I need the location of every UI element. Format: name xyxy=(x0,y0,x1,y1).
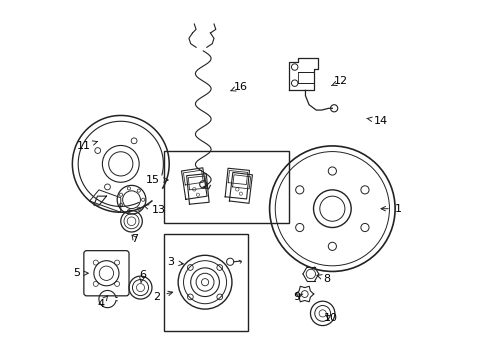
Text: 4: 4 xyxy=(97,296,107,309)
Text: 12: 12 xyxy=(331,76,347,86)
Text: 15: 15 xyxy=(146,175,168,185)
Bar xyxy=(163,234,247,330)
Text: 11: 11 xyxy=(77,141,98,151)
Bar xyxy=(163,151,289,223)
Text: 3: 3 xyxy=(167,257,183,267)
Text: 9: 9 xyxy=(292,292,302,302)
Text: 7: 7 xyxy=(131,234,139,244)
Text: 8: 8 xyxy=(316,274,330,284)
Text: 10: 10 xyxy=(323,313,337,323)
Text: 5: 5 xyxy=(73,268,88,278)
Text: 16: 16 xyxy=(230,82,247,92)
Text: 14: 14 xyxy=(366,116,387,126)
Text: 1: 1 xyxy=(380,204,402,214)
Text: 13: 13 xyxy=(144,205,166,216)
Text: 2: 2 xyxy=(153,291,172,302)
Text: 6: 6 xyxy=(139,270,145,283)
